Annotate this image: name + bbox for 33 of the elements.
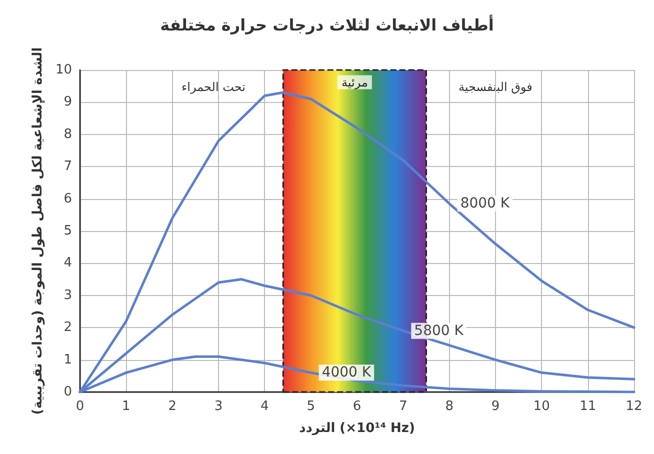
x-tick-label: 3 [214,399,223,414]
band-label: مرئية [341,75,368,90]
y-tick-label: 10 [55,62,72,78]
x-tick-label: 2 [168,399,176,414]
x-tick-label: 5 [306,399,315,414]
x-tick-label: 1 [122,399,130,414]
series-label: 4000 K [322,364,372,381]
y-tick-label: 9 [64,94,72,110]
annotation: فوق البنفسجية [458,80,532,94]
x-tick-label: 12 [626,399,642,414]
y-tick-label: 1 [64,352,72,368]
x-tick-label: 10 [533,399,550,414]
y-tick-label: 3 [64,288,72,303]
series-label: 5800 K [414,322,464,339]
x-tick-label: 6 [352,399,362,414]
chart-title: أطياف الانبعاث لثلاث درجات حرارة مختلفة [160,14,494,34]
x-tick-label: 7 [399,399,408,414]
x-tick-label: 0 [76,399,84,414]
y-tick-label: 2 [64,320,72,336]
x-tick-label: 11 [580,399,596,414]
y-tick-label: 7 [64,159,72,174]
x-tick-label: 8 [445,399,454,414]
y-tick-label: 0 [64,384,72,400]
annotation: تحت الحمراء [182,80,246,94]
y-axis-title: الشدة الإشعاعية لكل فاصل طول الموجة (وحدات تقريبية) [30,47,46,415]
y-tick-label: 4 [64,256,72,271]
x-tick-label: 4 [260,399,269,414]
y-tick-label: 6 [64,191,72,206]
x-tick-label: 9 [491,399,500,414]
y-tick-label: 8 [64,126,72,142]
y-tick-label: 5 [64,224,72,238]
x-axis-title: التردد (×10¹⁴ Hz) [299,421,415,436]
series-label: 8000 K [460,196,510,212]
